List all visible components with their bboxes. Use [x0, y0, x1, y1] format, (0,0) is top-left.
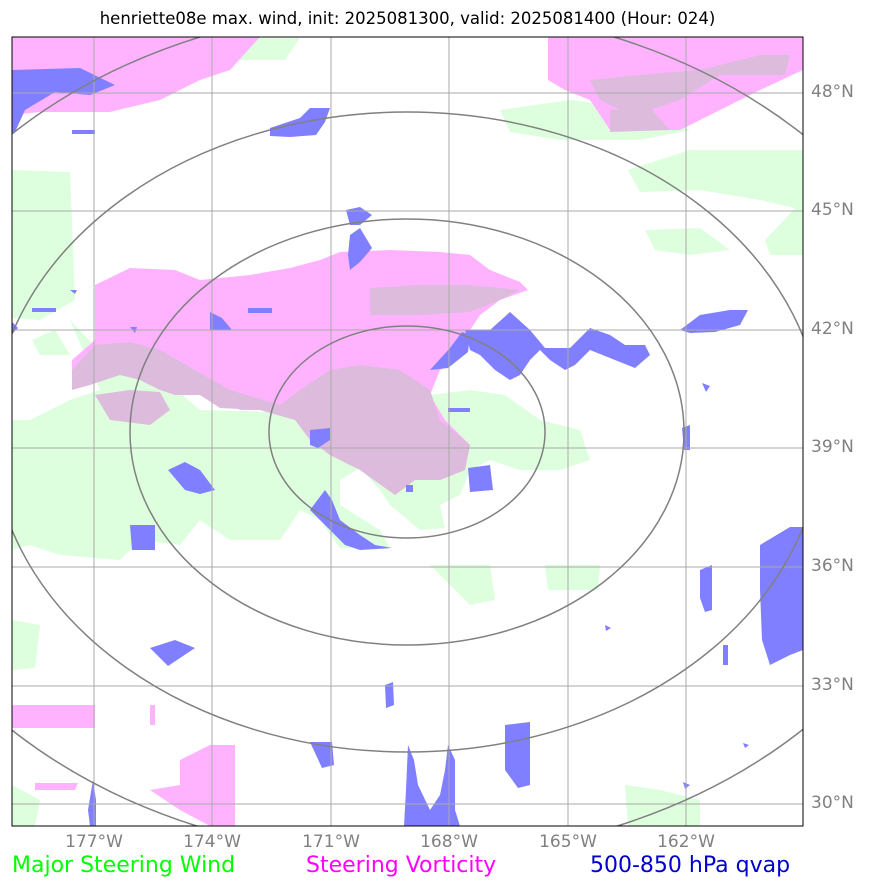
map-gridlines [12, 37, 803, 826]
lat-label-30n: 30°N [811, 793, 854, 813]
qvap-areas [12, 68, 803, 826]
legend-steering-wind: Major Steering Wind [12, 853, 236, 878]
lat-label-36n: 36°N [811, 556, 854, 576]
lat-label-45n: 45°N [811, 200, 854, 220]
lat-label-48n: 48°N [811, 82, 854, 102]
lon-label-165w: 165°W [539, 832, 597, 852]
lat-label-42n: 42°N [811, 319, 854, 339]
lon-label-171w: 171°W [302, 832, 360, 852]
lat-label-33n: 33°N [811, 675, 854, 695]
range-rings [12, 37, 803, 826]
legend-qvap: 500-850 hPa qvap [590, 853, 791, 878]
map-title: henriette08e max. wind, init: 2025081300… [99, 9, 716, 28]
legend-steering-vorticity: Steering Vorticity [306, 853, 497, 878]
lon-label-174w: 174°W [183, 832, 241, 852]
lon-label-177w: 177°W [65, 832, 123, 852]
lon-label-162w: 162°W [657, 832, 715, 852]
lat-label-39n: 39°N [811, 437, 854, 457]
lon-label-168w: 168°W [420, 832, 478, 852]
plot-frame [11, 36, 804, 827]
steering-vorticity-core [72, 55, 790, 495]
